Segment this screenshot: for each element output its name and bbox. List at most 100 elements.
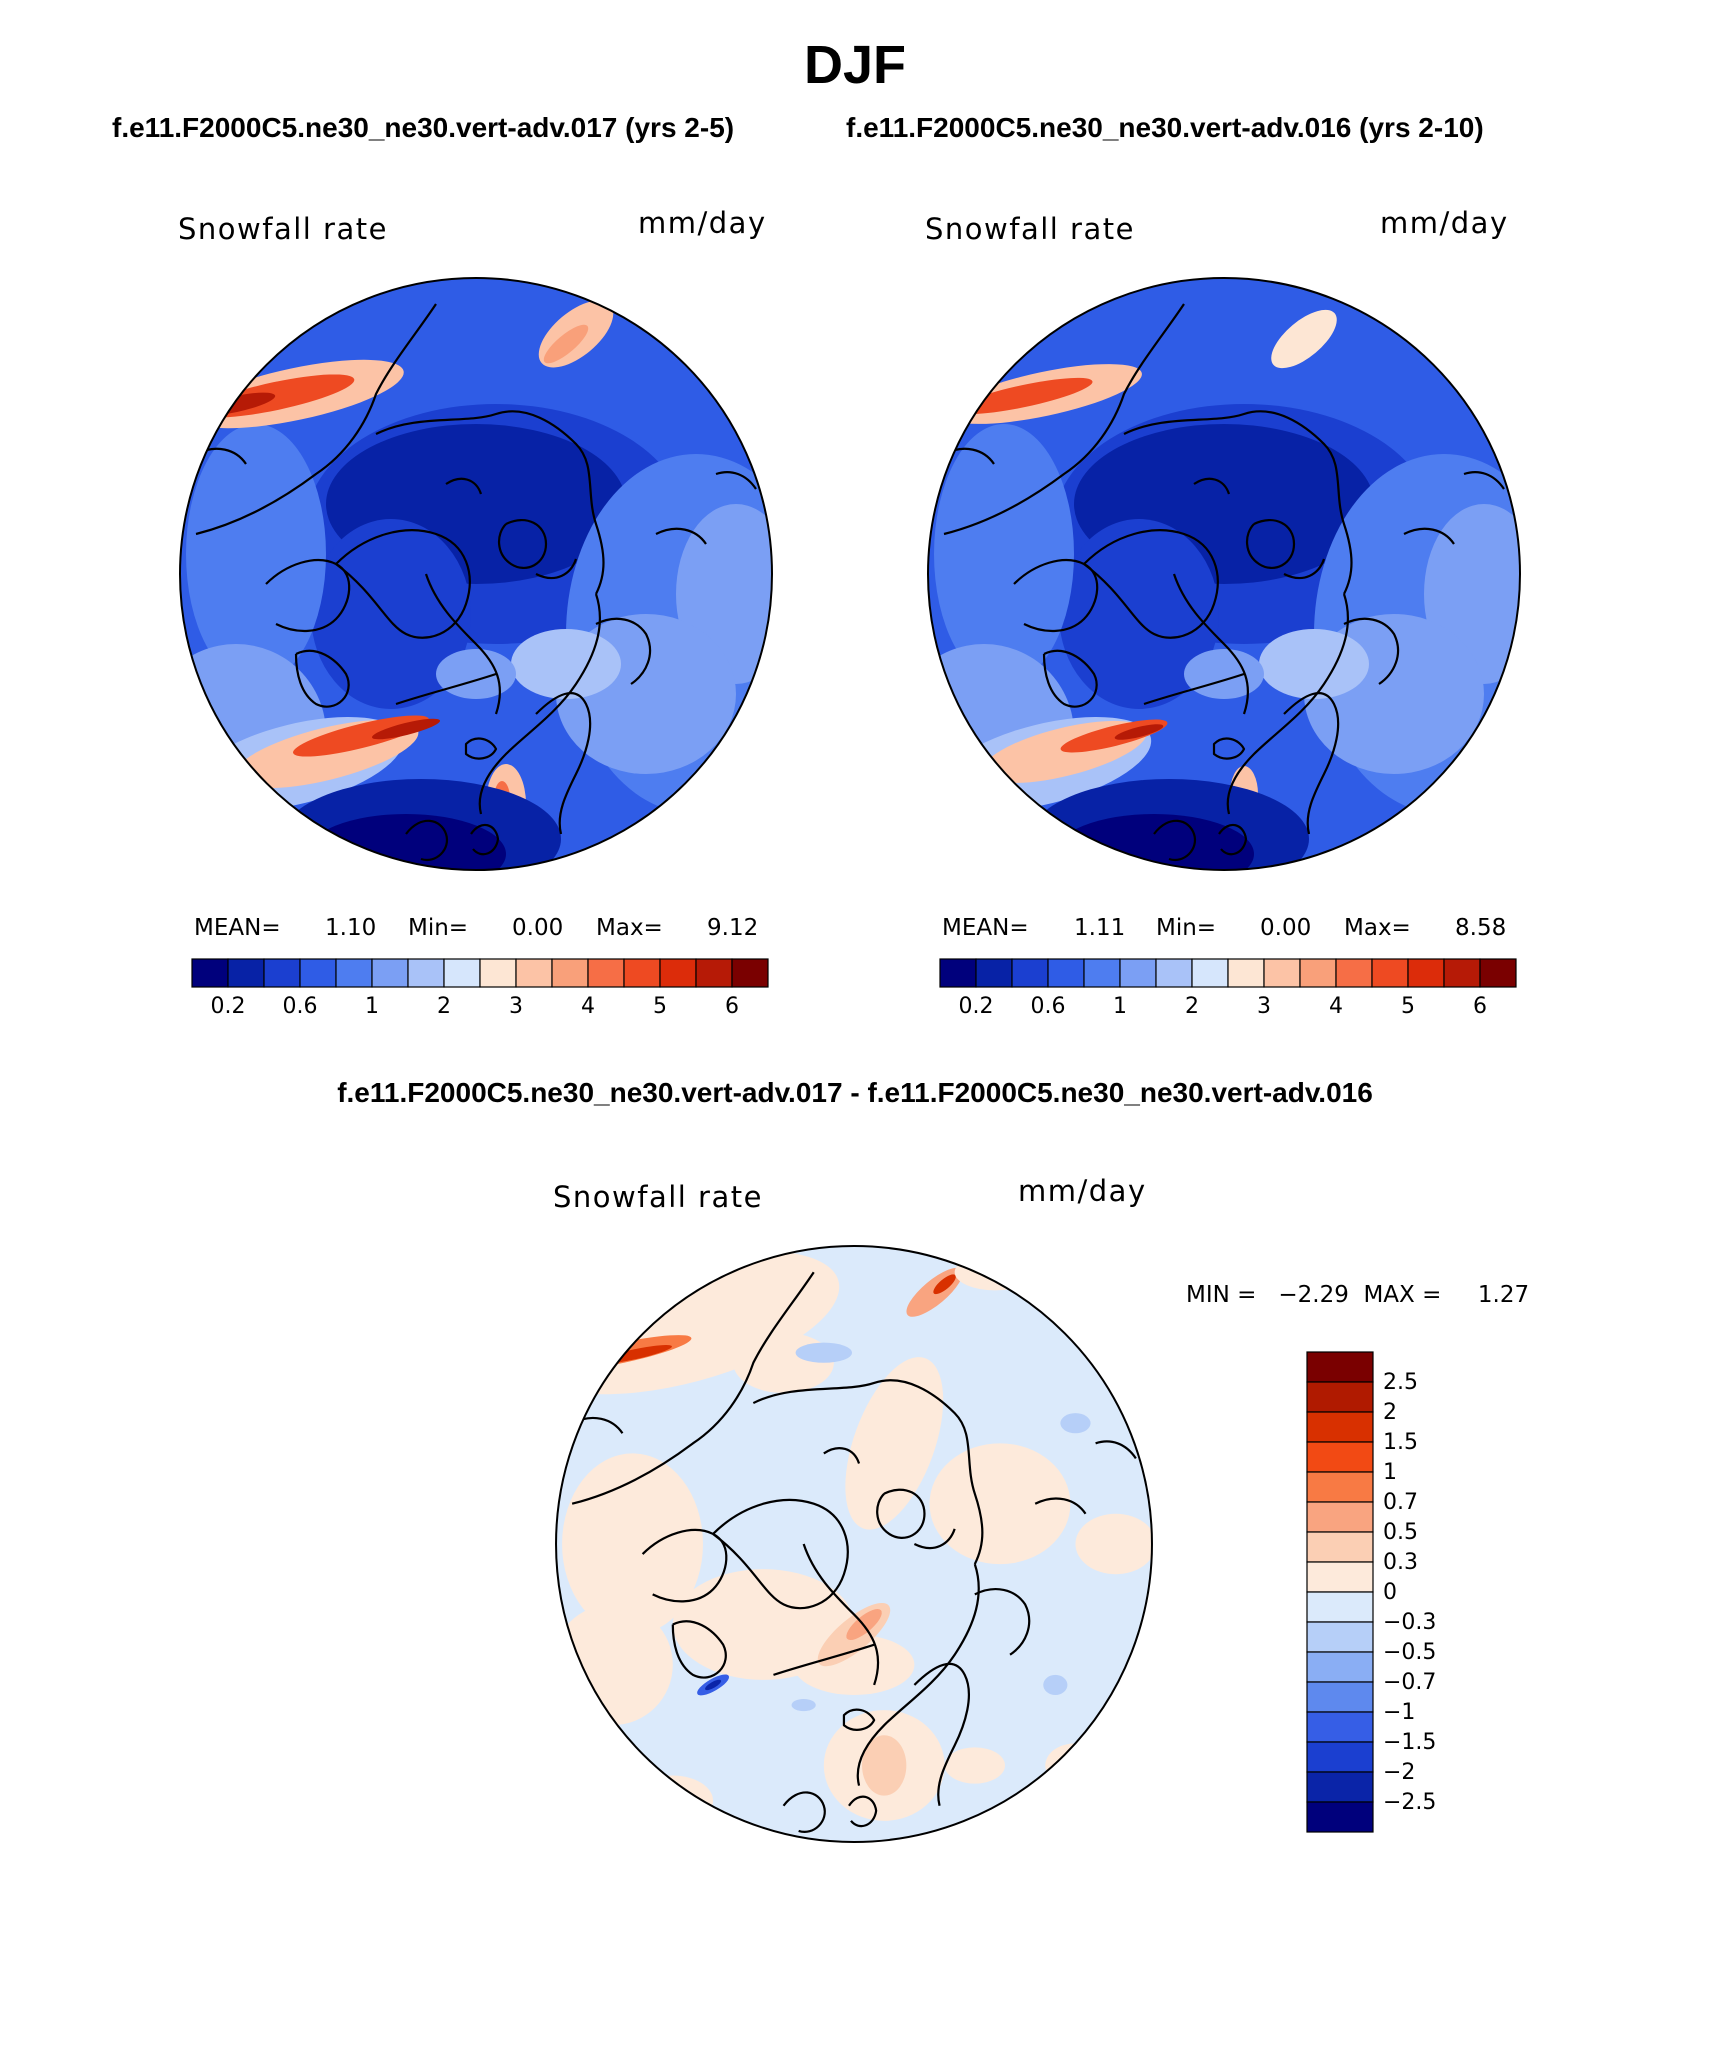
difference-colorbar-tick-label: 1.5 — [1383, 1430, 1418, 1455]
difference-colorbar-tick-label: 2 — [1383, 1400, 1397, 1425]
panel-2-colorbar-swatch — [1155, 958, 1193, 988]
difference-colorbar-swatch — [1306, 1651, 1374, 1683]
panel-1-colorbar-swatch — [659, 958, 697, 988]
panel-1-colorbar-tick-label: 5 — [653, 994, 667, 1019]
panel-1-max-label: Max= — [596, 915, 663, 941]
panel-1-colorbar-swatch — [731, 958, 769, 988]
panel-1-colorbar-swatch — [335, 958, 373, 988]
panel-1-colorbar-tick-label: 1 — [365, 994, 379, 1019]
panel-1-colorbar-swatch — [587, 958, 625, 988]
panel-2-colorbar-swatch — [1191, 958, 1229, 988]
difference-colorbar-tick-label: 0.3 — [1383, 1550, 1418, 1575]
panel-2-colorbar-swatch — [1299, 958, 1337, 988]
panel-2-max-label: Max= — [1344, 915, 1411, 941]
panel-2-variable-label: Snowfall rate — [925, 212, 1135, 246]
panel-1-colorbar-swatch — [371, 958, 409, 988]
panel-1-min-label: Min= — [408, 915, 469, 941]
difference-colorbar-tick-label: −1.5 — [1383, 1730, 1436, 1755]
panel-1-colorbar-tick-label: 4 — [581, 994, 595, 1019]
panel-1-colorbar-tick-label: 0.2 — [211, 994, 246, 1019]
panel-2-map — [927, 277, 1521, 871]
difference-colorbar-tick-label: −1 — [1383, 1700, 1415, 1725]
panel-2-min-label: Min= — [1156, 915, 1217, 941]
panel-1-colorbar-swatch — [515, 958, 553, 988]
panel-1-colorbar-swatch — [443, 958, 481, 988]
difference-variable-label: Snowfall rate — [553, 1180, 763, 1214]
panel-2-colorbar-tick-label: 1 — [1113, 994, 1127, 1019]
panel-2-mean-value: 1.11 — [1074, 915, 1126, 941]
panel-1-max-value: 9.12 — [707, 915, 759, 941]
difference-colorbar-tick-label: 1 — [1383, 1460, 1397, 1485]
panel-1-mean-value: 1.10 — [325, 915, 377, 941]
difference-colorbar-tick-label: −2 — [1383, 1760, 1415, 1785]
panel-2-colorbar-swatch — [939, 958, 977, 988]
difference-colorbar-swatch — [1306, 1711, 1374, 1743]
difference-colorbar-swatch — [1306, 1381, 1374, 1413]
panel-1-colorbar-swatch — [623, 958, 661, 988]
panel-2-colorbar-swatch — [1119, 958, 1157, 988]
panel-2-colorbar-swatch — [1479, 958, 1517, 988]
panel-2-mean-label: MEAN= — [942, 915, 1029, 941]
panel-1-colorbar-swatch — [299, 958, 337, 988]
difference-units-label: mm/day — [1018, 1174, 1147, 1208]
panel-1-colorbar-tick-label: 3 — [509, 994, 523, 1019]
difference-colorbar-tick-label: 2.5 — [1383, 1370, 1418, 1395]
panel-2-colorbar-tick-label: 4 — [1329, 994, 1343, 1019]
panel-2-colorbar-tick-label: 3 — [1257, 994, 1271, 1019]
panel-2-colorbar-tick-label: 0.6 — [1031, 994, 1066, 1019]
panel-2-min-value: 0.00 — [1260, 915, 1312, 941]
panel-2-colorbar-swatch — [1407, 958, 1445, 988]
panel-1-colorbar-swatch — [191, 958, 229, 988]
panel-1-colorbar-tick-label: 2 — [437, 994, 451, 1019]
panel-1-colorbar-swatch — [551, 958, 589, 988]
panel-2-colorbar-swatch — [1227, 958, 1265, 988]
panel-2-colorbar-swatch — [1047, 958, 1085, 988]
panel-1-colorbar-tick-label: 0.6 — [283, 994, 318, 1019]
difference-map — [555, 1245, 1153, 1843]
difference-colorbar-tick-label: 0.5 — [1383, 1520, 1418, 1545]
difference-colorbar-swatch — [1306, 1501, 1374, 1533]
panel-2-colorbar-swatch — [1335, 958, 1373, 988]
difference-colorbar-tick-label: −2.5 — [1383, 1790, 1436, 1815]
difference-min-max: MIN = −2.29 MAX = 1.27 — [1186, 1282, 1530, 1308]
panel-2-colorbar: 0.2 0.6 1 2 3 4 5 6 — [939, 958, 1517, 1019]
difference-colorbar-swatch — [1306, 1741, 1374, 1773]
difference-colorbar-tick-label: −0.5 — [1383, 1640, 1436, 1665]
panel-1-min-value: 0.00 — [512, 915, 564, 941]
panel-2-colorbar-swatch — [1371, 958, 1409, 988]
panel-1-colorbar-swatch — [407, 958, 445, 988]
difference-colorbar-tick-label: 0.7 — [1383, 1490, 1418, 1515]
panel-1-map — [179, 277, 773, 871]
panel-1-colorbar-swatch — [695, 958, 733, 988]
difference-colorbar-swatch — [1306, 1441, 1374, 1473]
difference-colorbar-swatch — [1306, 1411, 1374, 1443]
panel-1-mean-label: MEAN= — [194, 915, 281, 941]
panel-1-units-label: mm/day — [638, 206, 767, 240]
panel-1-colorbar-swatch — [263, 958, 301, 988]
difference-colorbar-swatch — [1306, 1621, 1374, 1653]
panel-2-colorbar-swatch — [1011, 958, 1049, 988]
difference-colorbar-tick-label: 0 — [1383, 1580, 1397, 1605]
difference-title: f.e11.F2000C5.ne30_ne30.vert-adv.017 - f… — [337, 1077, 1373, 1108]
panel-1-colorbar-swatch — [479, 958, 517, 988]
difference-colorbar-tick-label: −0.7 — [1383, 1670, 1436, 1695]
difference-colorbar-swatch — [1306, 1681, 1374, 1713]
difference-colorbar: 2.5 2 1.5 1 0.7 0.5 0.3 0 −0.3 −0.5 −0.7 −1 −1.5 −2 −2… — [1306, 1351, 1436, 1833]
panel-2-colorbar-swatch — [1443, 958, 1481, 988]
panel-2-case-title: f.e11.F2000C5.ne30_ne30.vert-adv.016 (yr… — [846, 112, 1484, 143]
panel-2-colorbar-swatch — [1083, 958, 1121, 988]
difference-colorbar-swatch — [1306, 1591, 1374, 1623]
panel-2-colorbar-swatch — [1263, 958, 1301, 988]
panel-2-colorbar-tick-label: 0.2 — [959, 994, 994, 1019]
panel-2-colorbar-tick-label: 6 — [1473, 994, 1487, 1019]
panel-2-colorbar-swatch — [975, 958, 1013, 988]
difference-colorbar-swatch — [1306, 1531, 1374, 1563]
panel-1-colorbar-tick-label: 6 — [725, 994, 739, 1019]
panel-2-colorbar-tick-label: 2 — [1185, 994, 1199, 1019]
difference-colorbar-swatch — [1306, 1561, 1374, 1593]
difference-colorbar-tick-label: −0.3 — [1383, 1610, 1436, 1635]
difference-colorbar-swatch — [1306, 1771, 1374, 1803]
figure-title: DJF — [803, 35, 906, 95]
panel-2-max-value: 8.58 — [1455, 915, 1507, 941]
panel-2-units-label: mm/day — [1380, 206, 1509, 240]
